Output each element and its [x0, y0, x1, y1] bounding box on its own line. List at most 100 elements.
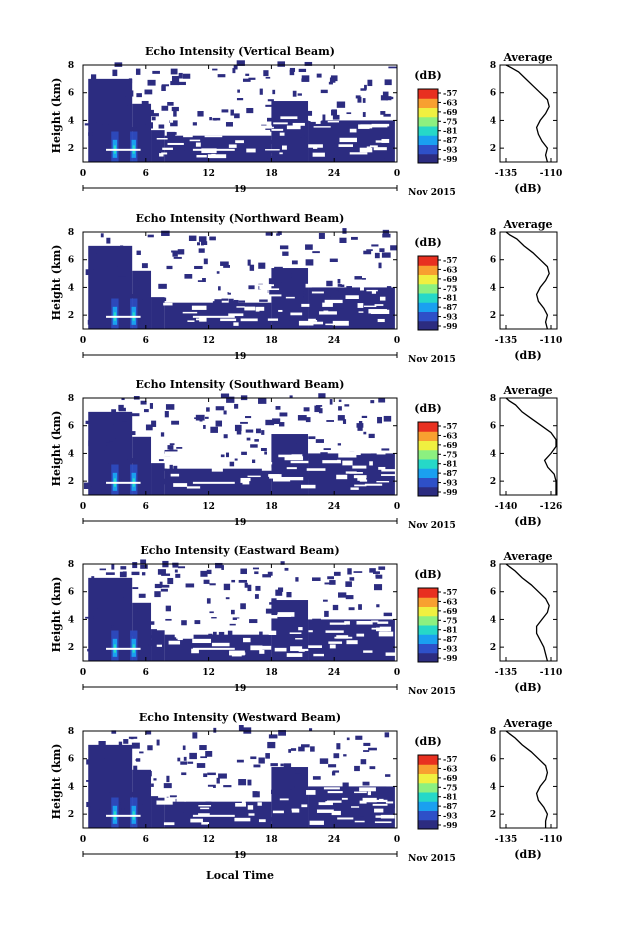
echo-cell: [383, 612, 393, 617]
x-tick-label: 6: [143, 169, 149, 179]
heatmap: [85, 228, 398, 329]
plot-frame: [82, 231, 398, 330]
echo-cell: [272, 89, 276, 95]
echo-cell: [175, 148, 181, 154]
echo-cell: [192, 122, 197, 126]
echo-cell: [182, 73, 191, 79]
echo-gap: [371, 123, 390, 127]
avg-y-tick-label: 8: [490, 228, 496, 238]
echo-cell: [122, 432, 126, 438]
echo-cell: [267, 571, 273, 576]
echo-cell: [85, 269, 94, 276]
y-tick-label: 8: [68, 61, 74, 71]
echo-cell: [304, 110, 313, 116]
echo-cell: [236, 759, 244, 763]
echo-cell: [202, 278, 206, 283]
echo-cell: [145, 122, 154, 129]
echo-gap: [159, 153, 164, 157]
echo-cell: [373, 584, 383, 591]
echo-gap: [220, 318, 237, 322]
echo-gap: [256, 306, 265, 311]
y-tick-label: 2: [68, 311, 74, 321]
echo-cell: [189, 157, 196, 162]
echo-cell: [365, 793, 372, 800]
echo-gap: [236, 618, 246, 623]
echo-gap: [172, 629, 190, 634]
echo-line: [192, 814, 235, 817]
echo-cell: [378, 656, 385, 661]
echo-cell: [128, 78, 133, 84]
echo-cell: [342, 419, 347, 424]
echo-gap: [162, 147, 173, 150]
colorbar-frame: [417, 587, 439, 663]
echo-cell: [178, 820, 183, 828]
echo-cell: [215, 420, 223, 427]
echo-cell: [161, 105, 169, 111]
echo-cell: [227, 630, 233, 636]
echo-gap: [286, 653, 303, 657]
echo-cell: [378, 397, 386, 403]
echo-gap: [187, 293, 193, 299]
echo-gap: [315, 120, 321, 124]
echo-cell: [366, 249, 373, 251]
echo-cell: [240, 568, 247, 575]
x-tick-label: 0: [394, 169, 400, 179]
echo-cell: [287, 795, 293, 802]
echo-cell: [278, 802, 283, 808]
echo-cell: [135, 68, 141, 75]
echo-line: [192, 647, 235, 650]
avg-y-tick-label: 4: [490, 116, 496, 126]
echo-cell: [289, 640, 295, 646]
echo-cell: [130, 413, 140, 417]
y-tick-label: 8: [68, 560, 74, 570]
echo-cell: [124, 256, 132, 262]
colorbar-segment: [418, 265, 438, 275]
echo-cell: [86, 759, 90, 765]
echo-cell: [122, 259, 126, 264]
echo-cell: [180, 761, 188, 765]
echo-gap: [224, 119, 236, 123]
echo-cell: [159, 478, 166, 485]
echo-gap: [379, 296, 386, 301]
average-profile-line: [505, 231, 550, 330]
echo-cell: [345, 595, 354, 600]
echo-cell: [342, 228, 347, 234]
echo-cell: [226, 396, 235, 403]
echo-gap: [196, 155, 207, 158]
echo-gap: [363, 305, 377, 308]
echo-gap: [332, 320, 349, 326]
echo-cell: [230, 609, 235, 615]
echo-cell: [141, 263, 148, 269]
echo-cell: [284, 486, 292, 490]
echo-cell: [200, 138, 208, 141]
colorbar-segment: [418, 810, 438, 821]
echo-line: [192, 481, 235, 484]
echo-cell: [240, 421, 248, 424]
colorbar-segment: [418, 606, 438, 617]
echo-gap: [240, 477, 251, 482]
echo-cell: [337, 627, 345, 633]
echo-cell: [104, 142, 110, 149]
echo-cell: [296, 293, 304, 298]
echo-cell: [169, 795, 177, 798]
plot-frame: [82, 397, 398, 496]
echo-cell: [127, 802, 132, 807]
echo-cell: [369, 766, 376, 770]
echo-cell: [131, 742, 140, 749]
echo-gap: [359, 787, 376, 792]
echo-cell: [297, 772, 302, 780]
echo-cell: [102, 596, 109, 602]
colorbar-tick-label: -57: [443, 587, 457, 597]
echo-gap: [381, 474, 397, 476]
echo-cell: [309, 728, 313, 732]
echo-gap: [225, 619, 239, 624]
echo-cell: [100, 819, 107, 824]
echo-gap: [158, 793, 167, 798]
echo-cell: [238, 725, 244, 732]
echo-cell: [297, 93, 302, 96]
echo-cell: [275, 589, 283, 596]
y-tick-label: 8: [68, 727, 74, 737]
echo-cell: [223, 434, 228, 439]
echo-cell: [361, 278, 366, 280]
echo-cell: [292, 625, 301, 628]
